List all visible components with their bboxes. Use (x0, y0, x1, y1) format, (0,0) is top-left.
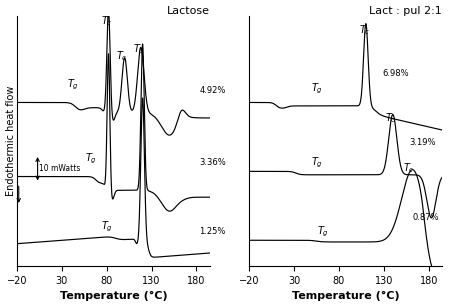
Text: 4.92%: 4.92% (199, 86, 225, 95)
Text: 6.98%: 6.98% (382, 69, 409, 78)
Text: Lactose: Lactose (167, 6, 210, 16)
Text: 10 mWatts: 10 mWatts (39, 164, 80, 173)
Text: 3.19%: 3.19% (409, 138, 436, 146)
X-axis label: Temperature (°C): Temperature (°C) (59, 291, 167, 301)
Text: $T_c$: $T_c$ (116, 49, 128, 63)
Text: $T_c$: $T_c$ (133, 42, 145, 56)
Text: $T_c$: $T_c$ (101, 15, 112, 28)
X-axis label: Temperature (°C): Temperature (°C) (292, 291, 400, 301)
Text: $T_c$: $T_c$ (403, 161, 415, 175)
Text: 1.25%: 1.25% (199, 227, 225, 236)
Text: $T_g$: $T_g$ (310, 81, 323, 96)
Text: $T_g$: $T_g$ (67, 78, 79, 92)
Text: Lact : pul 2:1: Lact : pul 2:1 (369, 6, 442, 16)
Y-axis label: Endothermic heat flow: Endothermic heat flow (5, 86, 16, 196)
Text: 3.36%: 3.36% (199, 158, 226, 167)
Text: $T_g$: $T_g$ (86, 152, 98, 166)
Text: $T_c$: $T_c$ (359, 23, 371, 37)
Text: 0.87%: 0.87% (413, 213, 439, 222)
Text: $T_c$: $T_c$ (385, 111, 397, 125)
Text: $T_g$: $T_g$ (317, 224, 329, 239)
Text: $T_g$: $T_g$ (101, 219, 112, 234)
Text: $T_g$: $T_g$ (310, 156, 323, 170)
